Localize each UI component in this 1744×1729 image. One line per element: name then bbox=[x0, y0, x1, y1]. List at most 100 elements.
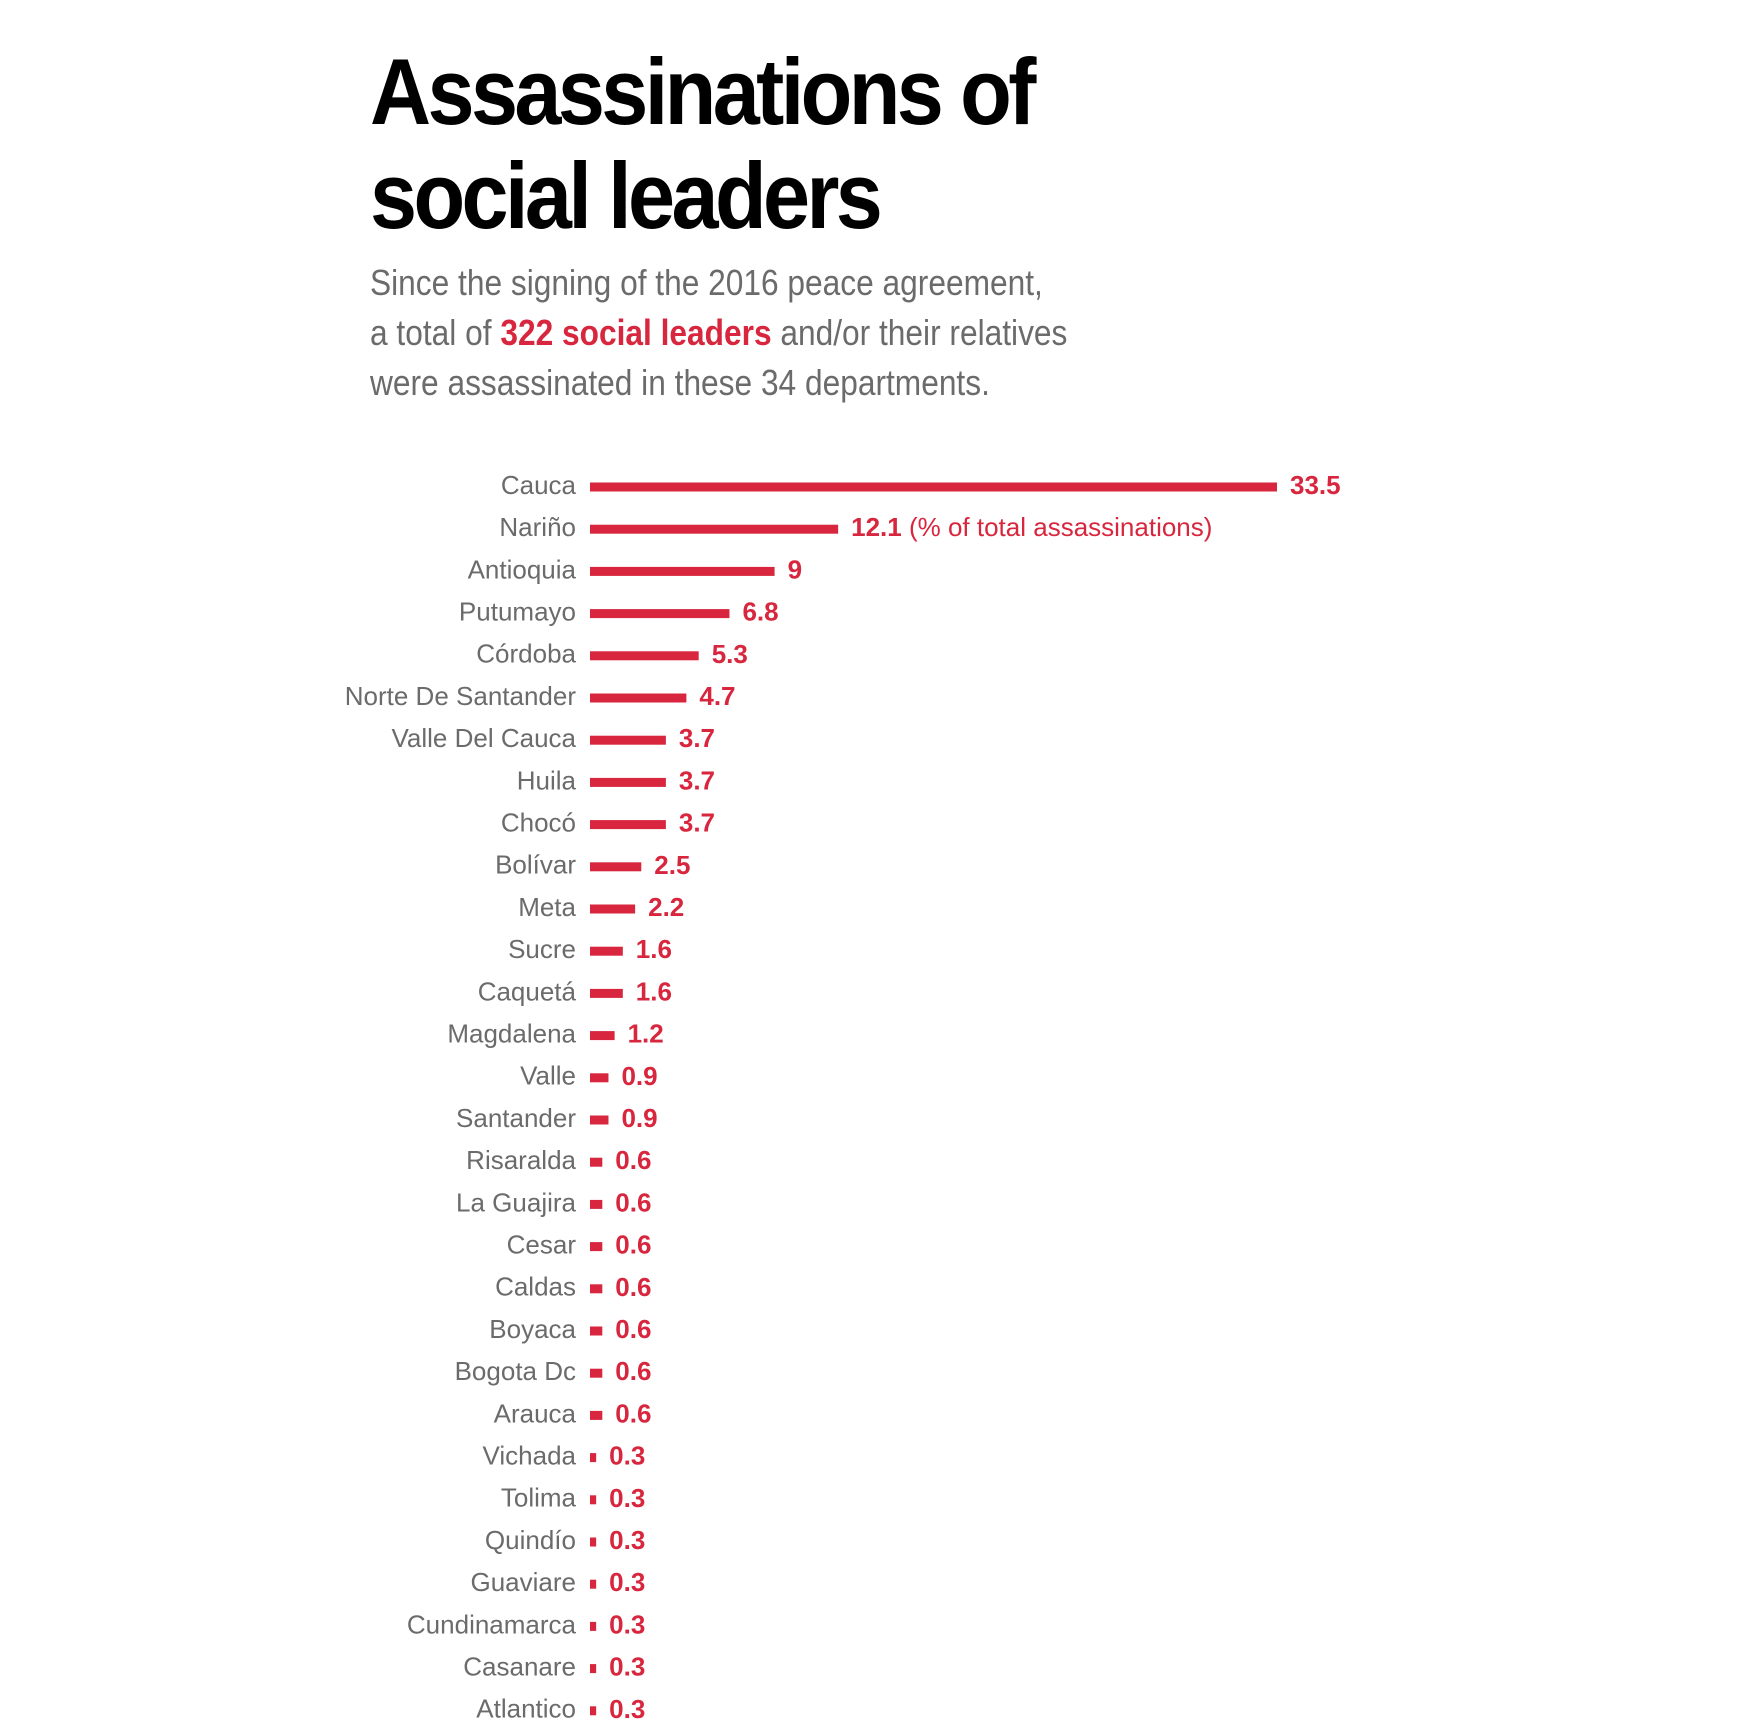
bar bbox=[590, 566, 775, 576]
bar bbox=[590, 1242, 603, 1252]
value-label: 0.9 bbox=[621, 1061, 657, 1091]
bar bbox=[590, 1495, 597, 1505]
category-label: Valle bbox=[520, 1061, 576, 1091]
value-number: 0.6 bbox=[615, 1145, 651, 1175]
value-label: 0.6 bbox=[615, 1145, 651, 1175]
value-number: 2.2 bbox=[648, 892, 684, 922]
value-label: 2.5 bbox=[654, 850, 690, 880]
subtitle-line-2-suffix: and/or their relatives bbox=[771, 312, 1068, 353]
bar bbox=[590, 1326, 603, 1336]
value-label: 0.3 bbox=[609, 1483, 645, 1513]
value-number: 0.3 bbox=[609, 1483, 645, 1513]
subtitle-line-2-prefix: a total of bbox=[370, 312, 501, 353]
bar bbox=[590, 777, 666, 787]
category-label: Meta bbox=[518, 892, 576, 922]
category-label: La Guajira bbox=[456, 1187, 576, 1217]
bar bbox=[590, 524, 839, 534]
value-label: 33.5 bbox=[1290, 470, 1341, 500]
category-label: Nariño bbox=[499, 512, 576, 542]
value-label: 2.2 bbox=[648, 892, 684, 922]
subtitle-line-2: a total of 322 social leaders and/or the… bbox=[370, 308, 1067, 358]
category-label: Santander bbox=[456, 1103, 576, 1133]
value-number: 0.3 bbox=[609, 1609, 645, 1639]
bar bbox=[590, 1579, 597, 1589]
bar bbox=[590, 693, 687, 703]
category-label: Risaralda bbox=[466, 1145, 576, 1175]
category-label: Atlantico bbox=[476, 1694, 576, 1724]
category-label: Valle Del Cauca bbox=[391, 723, 576, 753]
value-number: 0.6 bbox=[615, 1314, 651, 1344]
bar bbox=[590, 1115, 609, 1125]
bar bbox=[590, 1664, 597, 1674]
chart-subtitle: Since the signing of the 2016 peace agre… bbox=[370, 258, 1067, 408]
value-number: 1.2 bbox=[628, 1018, 664, 1048]
value-label: 0.9 bbox=[621, 1103, 657, 1133]
value-label: 1.2 bbox=[628, 1018, 664, 1048]
value-number: 6.8 bbox=[742, 596, 778, 626]
value-label: 0.3 bbox=[609, 1609, 645, 1639]
value-label: 0.3 bbox=[609, 1440, 645, 1470]
value-number: 3.7 bbox=[679, 723, 715, 753]
value-number: 0.3 bbox=[609, 1440, 645, 1470]
bar bbox=[590, 1368, 603, 1378]
value-number: 1.6 bbox=[636, 976, 672, 1006]
category-label: Magdalena bbox=[447, 1018, 576, 1048]
value-label: 1.6 bbox=[636, 976, 672, 1006]
category-label: Cundinamarca bbox=[407, 1609, 577, 1639]
value-label: 0.3 bbox=[609, 1651, 645, 1681]
bar bbox=[590, 1199, 603, 1209]
category-label: Norte De Santander bbox=[345, 681, 577, 711]
value-number: 0.3 bbox=[609, 1525, 645, 1555]
value-label: 0.6 bbox=[615, 1356, 651, 1386]
category-label: Chocó bbox=[501, 807, 576, 837]
value-label: 3.7 bbox=[679, 723, 715, 753]
category-label: Guaviare bbox=[471, 1567, 577, 1597]
value-number: 5.3 bbox=[712, 639, 748, 669]
value-label: 1.6 bbox=[636, 934, 672, 964]
value-label: 0.3 bbox=[609, 1567, 645, 1597]
value-number: 0.6 bbox=[615, 1229, 651, 1259]
value-number: 1.6 bbox=[636, 934, 672, 964]
value-number: 0.9 bbox=[621, 1061, 657, 1091]
value-number: 4.7 bbox=[699, 681, 735, 711]
value-number: 0.3 bbox=[609, 1567, 645, 1597]
subtitle-line-3: were assassinated in these 34 department… bbox=[370, 362, 990, 403]
value-number: 0.6 bbox=[615, 1356, 651, 1386]
category-label: Cauca bbox=[501, 470, 577, 500]
category-label: Caldas bbox=[495, 1272, 576, 1302]
category-label: Antioquia bbox=[468, 554, 577, 584]
value-number: 0.3 bbox=[609, 1651, 645, 1681]
value-label: 3.7 bbox=[679, 765, 715, 795]
bar bbox=[590, 735, 666, 745]
bar bbox=[590, 1537, 597, 1547]
value-number: 2.5 bbox=[654, 850, 690, 880]
category-label: Vichada bbox=[483, 1440, 577, 1470]
category-label: Huila bbox=[517, 765, 577, 795]
value-label: 3.7 bbox=[679, 807, 715, 837]
subtitle-line-1: Since the signing of the 2016 peace agre… bbox=[370, 262, 1043, 303]
bar bbox=[590, 651, 699, 661]
bar bbox=[590, 904, 636, 914]
category-label: Boyaca bbox=[489, 1314, 576, 1344]
category-label: Tolima bbox=[501, 1483, 577, 1513]
value-label: 0.6 bbox=[615, 1229, 651, 1259]
value-number: 0.6 bbox=[615, 1272, 651, 1302]
bar bbox=[590, 1073, 609, 1083]
value-label: 0.6 bbox=[615, 1314, 651, 1344]
chart-title: Assassinations of social leaders bbox=[370, 40, 1036, 248]
category-label: Cesar bbox=[507, 1229, 577, 1259]
value-number: 3.7 bbox=[679, 765, 715, 795]
value-label: 0.6 bbox=[615, 1187, 651, 1217]
bar bbox=[590, 1157, 603, 1167]
category-label: Casanare bbox=[463, 1651, 576, 1681]
category-label: Arauca bbox=[494, 1398, 577, 1428]
bar bbox=[590, 946, 623, 956]
value-label: 0.3 bbox=[609, 1525, 645, 1555]
value-number: 0.9 bbox=[621, 1103, 657, 1133]
value-label: 0.3 bbox=[609, 1694, 645, 1724]
value-number: 33.5 bbox=[1290, 470, 1341, 500]
value-number: 0.6 bbox=[615, 1398, 651, 1428]
bar bbox=[590, 1453, 597, 1463]
category-label: Bogota Dc bbox=[455, 1356, 576, 1386]
